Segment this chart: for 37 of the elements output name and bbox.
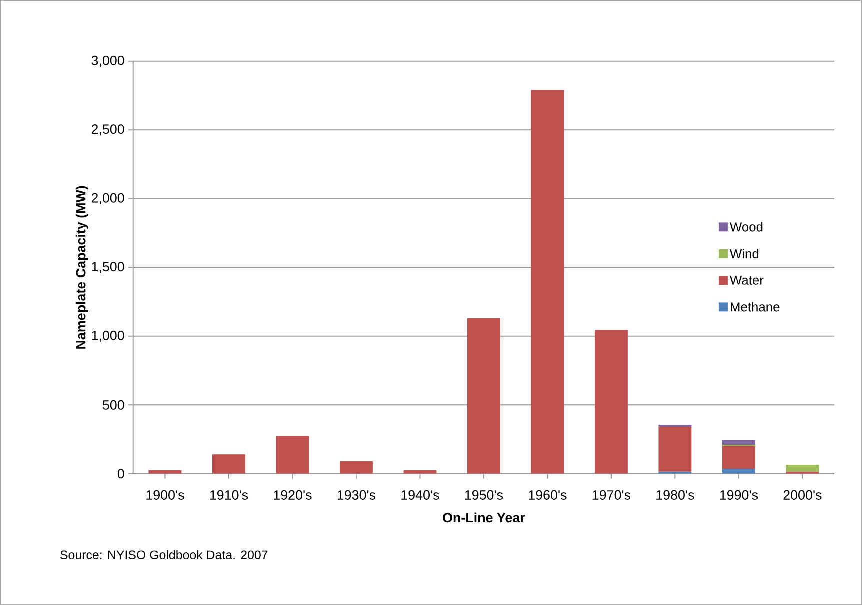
x-tick-label: 1970's	[592, 490, 631, 500]
bar	[722, 446, 756, 469]
y-tick-label: 1,500	[92, 262, 124, 274]
bar	[658, 424, 692, 428]
y-axis-title: Nameplate Capacity (MW)	[76, 186, 88, 349]
x-tick-label: 1920's	[274, 490, 312, 500]
x-tick-label: 1950's	[465, 490, 504, 500]
bar	[722, 440, 756, 445]
x-tick-label: 1930's	[338, 490, 376, 500]
x-tick-label: 1900's	[146, 490, 184, 500]
y-tick-label: 3,000	[92, 56, 124, 67]
legend-label: Methane	[730, 302, 780, 312]
y-tick-label: 0	[118, 469, 124, 479]
legend-label: Wood	[730, 222, 763, 232]
x-tick-label: 2000's	[784, 490, 822, 500]
y-tick-label: 1,000	[92, 330, 124, 342]
bar	[594, 330, 628, 474]
x-tick-label: 1980's	[656, 490, 694, 500]
legend-label: Water	[730, 276, 764, 285]
bar	[658, 427, 692, 472]
source-note: Source: NYISO Goldbook Data. 2007	[60, 550, 268, 560]
bar	[722, 468, 756, 474]
legend-label: Wind	[730, 248, 759, 258]
bar	[340, 461, 373, 474]
x-tick-label: 1960's	[529, 490, 567, 500]
bar	[212, 454, 246, 474]
x-axis-title: On-Line Year	[443, 512, 526, 522]
y-tick-label: 2,000	[92, 193, 124, 204]
x-tick-label: 1990's	[720, 490, 758, 500]
bar	[276, 436, 310, 474]
x-tick-label: 1910's	[210, 490, 248, 500]
bar	[467, 318, 500, 474]
x-tick-label: 1940's	[402, 490, 440, 500]
y-tick-label: 500	[102, 400, 124, 410]
y-tick-label: 2,500	[92, 124, 124, 136]
bar	[531, 90, 564, 474]
bar	[786, 464, 820, 472]
